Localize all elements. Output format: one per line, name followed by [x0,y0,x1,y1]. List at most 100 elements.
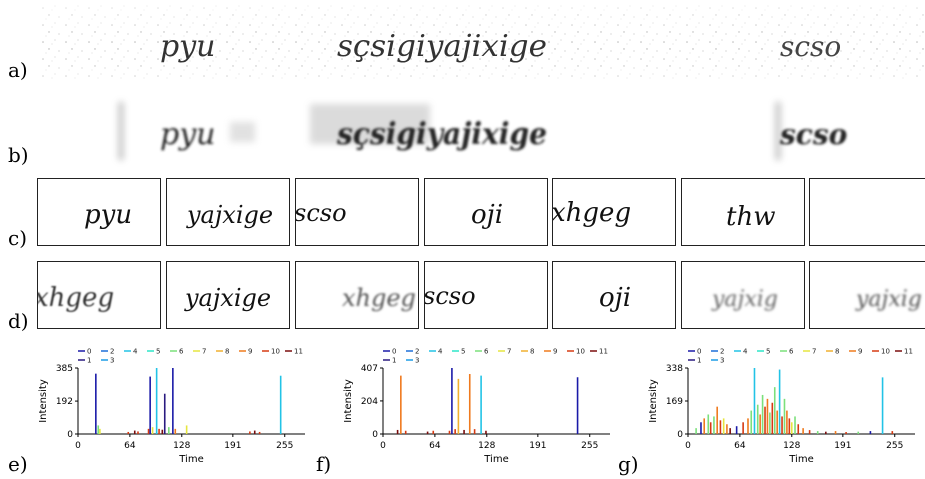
x-tick-label-4: 255 [886,441,903,451]
legend-label-7: 7 [507,348,511,356]
crop-c-3-text: scso [296,199,347,227]
legend-label-4: 4 [743,348,748,356]
crop-c-4: oji [424,178,548,246]
y-axis-label: Intensity [38,379,49,423]
legend-label-0: 0 [697,348,701,356]
chart-f: 0 2 4 5 6 7 8 9 10 11 1 3 0 64 128 191 255 0 204 407 Time Int… [335,340,620,475]
crop-d-2: yajxige [166,261,290,329]
legend-label-3: 3 [720,357,724,365]
panel-label-e: e) [8,452,28,476]
crop-d-1-text: xhgeg [38,283,114,313]
chart-e: 0 2 4 5 6 7 8 9 10 11 1 3 0 64 128 191 255 0 192 385 Time Int… [30,340,315,475]
legend-label-9: 9 [858,348,862,356]
x-tick-label-0: 0 [685,441,691,451]
crop-d-5: oji [552,261,676,329]
x-tick-label-0: 0 [380,441,386,451]
panel-label-f: f) [316,452,332,476]
crop-c-1: pyu [37,178,161,246]
y-tick-label-1: 204 [361,397,378,407]
legend-label-10: 10 [271,348,280,356]
x-axis-label: Time [178,454,203,465]
legend-label-7: 7 [812,348,816,356]
crop-d-2-text: yajxige [184,284,271,312]
panel-label-d: d) [8,309,29,333]
noisy-input-strip: pyu sçsigiyajixige scso [40,4,925,80]
crop-c-2: yajxige [166,178,290,246]
legend-label-10: 10 [881,348,890,356]
legend-label-10: 10 [576,348,585,356]
crop-d-5-text: oji [599,283,631,313]
legend-label-2: 2 [720,348,724,356]
y-tick-label-0: 0 [67,430,73,440]
y-tick-label-0: 0 [372,430,378,440]
x-tick-label-2: 128 [783,441,800,451]
crop-c-3: scso [295,178,419,246]
crop-d-3-text: xhgeg [342,284,416,312]
y-tick-label-2: 338 [666,364,683,374]
x-tick-label-4: 255 [276,441,293,451]
reconstructed-word-3: scso [779,118,847,151]
crop-c-2-text: yajxige [186,201,273,229]
crop-d-1: xhgeg [37,261,161,329]
chart-g: 0 2 4 5 6 7 8 9 10 11 1 3 0 64 128 191 255 0 169 338 Time Int… [640,340,925,475]
legend-label-3: 3 [110,357,114,365]
x-tick-label-2: 128 [173,441,190,451]
y-axis-label: Intensity [343,379,354,423]
y-tick-label-1: 192 [56,397,73,407]
panel-label-a: a) [8,58,28,82]
crop-c-6-text: thw [726,202,775,232]
legend-label-3: 3 [415,357,419,365]
y-tick-label-0: 0 [677,430,683,440]
x-tick-label-1: 64 [429,441,441,451]
legend-label-8: 8 [530,348,534,356]
crop-c-6: thw [681,178,805,246]
legend-label-9: 9 [248,348,252,356]
y-tick-label-2: 385 [56,364,73,374]
handwriting-word-2: sçsigiyajixige [337,29,547,64]
legend-label-0: 0 [392,348,396,356]
legend-label-11: 11 [599,348,608,356]
handwriting-word-3: scso [780,30,841,63]
legend-label-8: 8 [835,348,839,356]
x-axis-label: Time [483,454,508,465]
panel-label-b: b) [8,143,29,167]
y-tick-label-2: 407 [361,364,378,374]
chart-g-svg: 0 2 4 5 6 7 8 9 10 111 30 64 128 191 2550169338TimeInt… [648,348,915,465]
chart-e-svg: 0 2 4 5 6 7 8 9 10 111 30 64 128 191 2550192385TimeInt… [38,348,305,465]
x-tick-label-1: 64 [734,441,746,451]
crop-d-7-text: yajxig [855,287,922,312]
crop-d-7: yajxig [809,261,925,329]
legend-label-8: 8 [225,348,229,356]
legend-label-6: 6 [179,348,184,356]
legend-label-9: 9 [553,348,557,356]
reconstructed-word-2: sçsigiyajixige [336,117,547,152]
y-tick-label-1: 169 [666,397,683,407]
legend-label-6: 6 [484,348,489,356]
x-tick-label-2: 128 [478,441,495,451]
x-tick-label-4: 255 [581,441,598,451]
legend-label-2: 2 [415,348,419,356]
crop-d-6-text: yajxig [711,287,778,312]
legend-label-1: 1 [87,357,91,365]
crop-d-4-text: scso [425,282,476,310]
panel-label-g: g) [618,452,639,476]
reconstruction-strip: pyu sçsigiyajixige scso [40,92,925,168]
x-tick-label-3: 191 [224,441,241,451]
legend-label-11: 11 [294,348,303,356]
legend-label-4: 4 [438,348,443,356]
crop-c-7 [809,178,925,246]
x-axis-label: Time [788,454,813,465]
crop-c-5-text: xhgeg [553,198,631,228]
handwriting-word-1: pyu [160,29,215,64]
crop-c-4-text: oji [471,200,503,230]
legend-label-0: 0 [87,348,91,356]
legend-label-7: 7 [202,348,206,356]
legend-label-11: 11 [904,348,913,356]
legend-label-4: 4 [133,348,138,356]
crop-d-6: yajxig [681,261,805,329]
y-axis-label: Intensity [648,379,659,423]
legend-label-5: 5 [766,348,770,356]
legend-label-6: 6 [789,348,794,356]
legend-label-1: 1 [392,357,396,365]
reconstructed-word-1: pyu [160,117,215,152]
